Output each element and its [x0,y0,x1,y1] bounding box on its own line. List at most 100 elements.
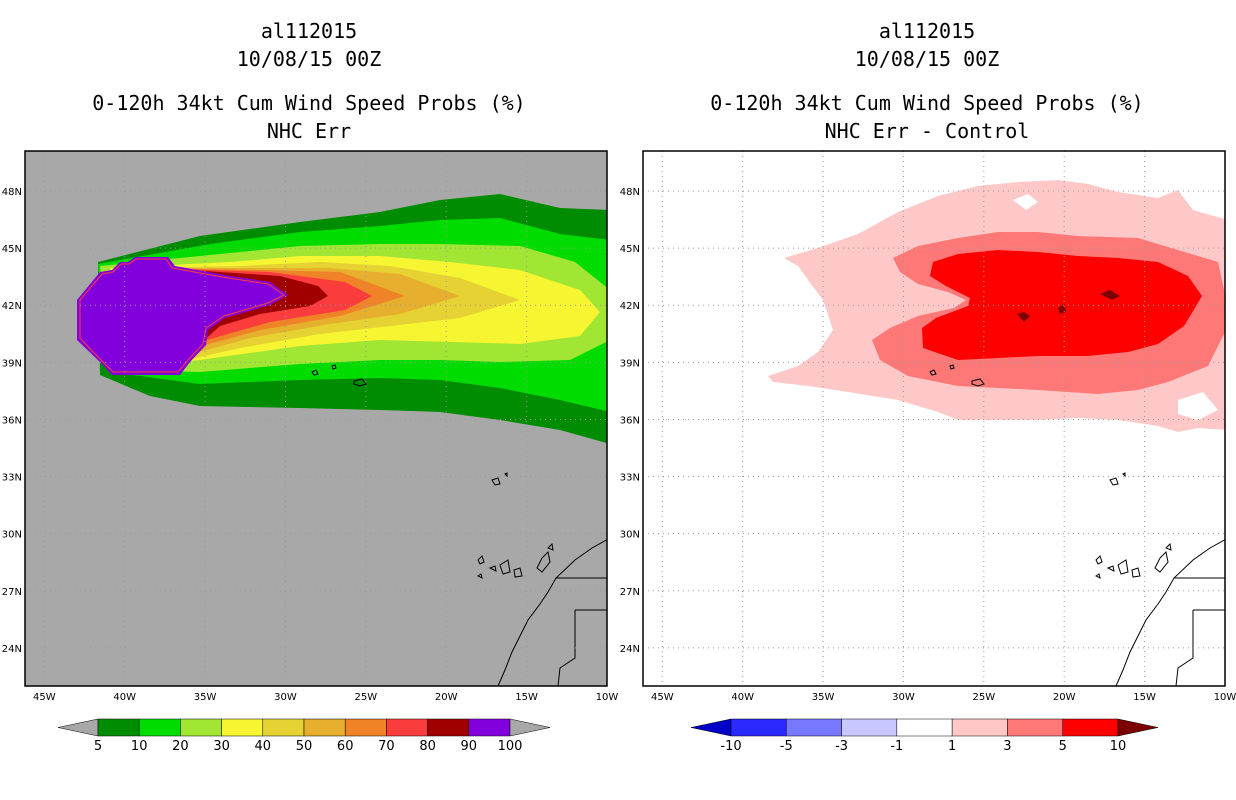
x-tick-label: 25W [973,692,996,703]
right-gridlines [643,151,1225,686]
y-tick-label: 39N [620,358,640,369]
colorbar-label: 30 [213,739,230,754]
right-title-date: 10/08/15 00Z [854,47,1000,71]
colorbar-swatch [786,718,842,737]
y-tick-label: 42N [620,301,640,312]
left-title-date: 10/08/15 00Z [236,47,382,71]
x-tick-label: 25W [355,692,378,703]
left-title-product: 0-120h 34kt Cum Wind Speed Probs (%) [92,91,526,115]
left-title-subtitle: NHC Err [266,119,352,143]
diff-contour-10c [1100,290,1120,300]
colorbar-label: 50 [296,739,313,754]
x-tick-label: 35W [194,692,217,703]
colorbar-label: 1 [948,739,956,754]
left-title-storm: al112015 [260,19,358,43]
colorbar-label: 100 [498,739,523,754]
left-probability-contours [77,194,607,686]
x-tick-label: 20W [1053,692,1076,703]
y-tick-label: 27N [2,587,22,598]
y-tick-label: 30N [620,530,640,541]
x-tick-label: 35W [812,692,835,703]
colorbar-swatch [1062,718,1119,737]
colorbar-swatch [730,718,787,737]
y-tick-label: 45N [2,244,22,255]
x-tick-label: 30W [892,692,915,703]
colorbar-arrow-high [509,718,551,737]
left-probability-map: 45W 40W 35W 30W 25W 20W 15W 10W 48N 45N 42N 39N 36N… [2,150,618,754]
colorbar-label: 20 [172,739,189,754]
left-colorbar: 5 10 20 30 40 50 60 70 80 90 100 [57,718,551,754]
colorbar-label: 3 [1003,739,1011,754]
left-x-tick-labels: 45W 40W 35W 30W 25W 20W 15W 10W [33,692,618,703]
diff-contour-10a [1017,312,1030,322]
x-tick-label: 30W [274,692,297,703]
x-tick-label: 40W [113,692,136,703]
right-title-storm: al112015 [878,19,976,43]
contour-100pct [79,258,285,373]
right-title-subtitle: NHC Err - Control [824,119,1030,143]
y-tick-label: 36N [620,415,640,426]
x-tick-label: 20W [435,692,458,703]
colorbar-swatch [951,718,1008,737]
colorbar-swatch [427,718,470,737]
y-tick-label: 24N [620,644,640,655]
colorbar-label: 10 [131,739,148,754]
y-tick-label: 48N [2,187,22,198]
colorbar-swatch [468,718,511,737]
x-tick-label: 15W [515,692,538,703]
y-tick-label: 33N [620,473,640,484]
y-tick-label: 27N [620,587,640,598]
colorbar-swatch [262,718,305,737]
colorbar-label: 90 [461,739,478,754]
right-y-tick-labels: 48N 45N 42N 39N 36N 33N 30N 27N 24N [620,187,640,655]
colorbar-label: 70 [378,739,395,754]
right-title-product: 0-120h 34kt Cum Wind Speed Probs (%) [710,91,1144,115]
colorbar-label: -3 [835,739,848,754]
y-tick-label: 42N [2,301,22,312]
right-colorbar: -10 -5 -3 -1 1 3 5 10 [690,718,1159,754]
x-tick-label: 45W [33,692,56,703]
right-coastlines [929,364,1225,686]
colorbar-swatch [896,718,953,737]
diff-blank-hole-2 [1178,392,1218,420]
right-map-frame [642,150,1226,687]
colorbar-label: 5 [94,739,102,754]
y-tick-label: 33N [2,473,22,484]
x-tick-label: 10W [596,692,618,703]
colorbar-label: -5 [780,739,793,754]
y-tick-label: 45N [620,244,640,255]
right-difference-map: 45W 40W 35W 30W 25W 20W 15W 10W 48N 45N 42N 39N 36N… [620,150,1236,754]
right-difference-contours [768,180,1225,686]
colorbar-swatch [221,718,264,737]
x-tick-label: 40W [731,692,754,703]
colorbar-label: 40 [255,739,272,754]
colorbar-swatch [1007,718,1063,737]
colorbar-label: -10 [720,739,741,754]
colorbar-swatch [180,718,222,737]
colorbar-swatch [138,718,181,737]
colorbar-label: 60 [337,739,354,754]
colorbar-swatch [303,718,346,737]
colorbar-swatch [841,718,898,737]
diff-contour-5 [922,250,1202,360]
y-tick-label: 39N [2,358,22,369]
colorbar-label: 10 [1110,739,1127,754]
diff-blank-hole-1 [1013,194,1038,210]
left-gridlines [25,151,607,686]
y-tick-label: 30N [2,530,22,541]
left-coastlines [311,364,607,686]
x-tick-label: 15W [1133,692,1156,703]
y-tick-label: 48N [620,187,640,198]
x-tick-label: 45W [651,692,674,703]
colorbar-swatch [97,718,140,737]
y-tick-label: 36N [2,415,22,426]
colorbar-label: 5 [1059,739,1067,754]
colorbar-arrow-high [1117,718,1159,737]
y-tick-label: 24N [2,644,22,655]
colorbar-arrow-low [57,718,99,737]
colorbar-arrow-low [690,718,732,737]
left-map-frame [24,150,608,687]
right-x-tick-labels: 45W 40W 35W 30W 25W 20W 15W 10W [651,692,1236,703]
colorbar-label: -1 [890,739,903,754]
colorbar-swatch [344,718,387,737]
